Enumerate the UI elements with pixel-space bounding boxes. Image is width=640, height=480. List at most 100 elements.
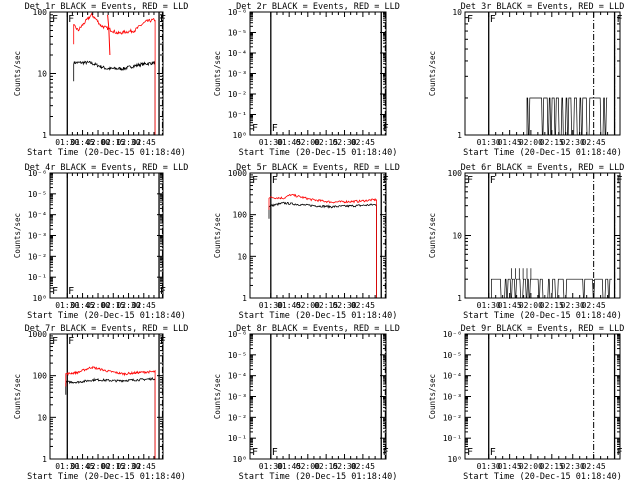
panel-title: Det 6r BLACK = Events, RED = LLD	[461, 163, 625, 173]
flag-marker: F	[383, 447, 389, 458]
x-tick-label: 02:15	[314, 301, 338, 310]
y-tick-label: 1	[457, 294, 462, 303]
x-tick-label: 01:45	[277, 138, 301, 147]
series-events-line	[268, 201, 377, 298]
x-tick-label: 01:45	[277, 462, 301, 471]
panel-det-3r: Det 3r BLACK = Events, RED = LLD 1 10 01:30…	[428, 2, 624, 158]
panel-det-9r: Det 9r BLACK = Events, RED = LLD 10⁰ 10⁻¹ 1…	[428, 324, 624, 480]
y-tick-label: 1	[457, 131, 462, 140]
series-lld-line	[73, 12, 156, 135]
y-tick-label: 10⁻³	[443, 393, 462, 402]
y-tick-label: 10⁻⁵	[228, 29, 247, 38]
y-tick-label: 10	[452, 8, 462, 17]
panel-title: Det 5r BLACK = Events, RED = LLD	[236, 163, 400, 173]
series-events-line	[65, 376, 156, 459]
panel-det-2r: Det 2r BLACK = Events, RED = LLD 10⁰ 10⁻¹ 1…	[213, 2, 400, 158]
y-axis-label: Counts/sec	[428, 51, 437, 96]
x-tick-label: 01:45	[498, 301, 522, 310]
y-tick-label: 10⁻¹	[443, 434, 462, 443]
flag-marker: F	[252, 175, 258, 186]
x-axis-label: Start Time (20-Dec-15 01:18:40)	[27, 472, 186, 480]
x-axis-label: Start Time (20-Dec-15 01:18:40)	[239, 148, 398, 158]
x-tick-label: 02:30	[561, 138, 585, 147]
y-tick-label: 10⁻³	[28, 232, 47, 241]
x-tick-label: 02:15	[101, 138, 125, 147]
x-tick-label: 02:00	[86, 301, 110, 310]
x-tick-label: 01:30	[477, 462, 501, 471]
y-tick-label: 10⁻⁵	[443, 351, 462, 360]
x-tick-label: 02:30	[116, 301, 140, 310]
y-axis-label: Counts/sec	[13, 51, 22, 96]
y-tick-label: 10⁰	[233, 131, 247, 140]
x-tick-label: 02:30	[332, 462, 356, 471]
x-tick-label: 02:15	[540, 138, 564, 147]
flag-marker: F	[160, 336, 166, 347]
x-tick-label: 02:45	[351, 301, 375, 310]
panel-plot-area	[488, 173, 616, 298]
panel-plot-area	[270, 334, 386, 459]
y-tick-label: 10⁻¹	[228, 111, 247, 120]
flag-marker: F	[383, 175, 389, 186]
flag-marker: F	[68, 286, 74, 297]
y-axis-label: Counts/sec	[213, 213, 222, 258]
series-events-spikes	[491, 268, 612, 298]
panel-plot-area	[270, 12, 386, 135]
x-tick-label: 02:45	[132, 301, 156, 310]
x-tick-label: 02:30	[561, 462, 585, 471]
x-tick-label: 01:45	[277, 301, 301, 310]
flag-marker: F	[252, 447, 258, 458]
panel-axes-box	[249, 172, 387, 299]
y-tick-label: 10	[37, 413, 47, 422]
panel-plot-area	[65, 334, 163, 459]
x-axis-label: Start Time (20-Dec-15 01:18:40)	[27, 311, 186, 321]
x-tick-label: 01:30	[477, 301, 501, 310]
x-tick-label: 02:30	[332, 138, 356, 147]
y-tick-label: 10	[452, 232, 462, 241]
x-tick-label: 02:00	[519, 138, 543, 147]
x-tick-label: 02:45	[582, 301, 606, 310]
y-tick-label: 10⁻⁵	[28, 190, 47, 199]
panel-det-8r: Det 8r BLACK = Events, RED = LLD 10⁰ 10⁻¹ 1…	[213, 324, 400, 480]
flag-marker: F	[252, 123, 258, 134]
flag-marker: F	[160, 14, 166, 25]
y-tick-label: 10⁻¹	[228, 434, 247, 443]
x-tick-label: 02:30	[116, 462, 140, 471]
panel-plot-area	[268, 173, 386, 298]
y-axis-label: Counts/sec	[213, 51, 222, 96]
flag-marker: F	[272, 447, 278, 458]
y-tick-label: 10⁰	[33, 294, 47, 303]
x-tick-label: 01:30	[259, 462, 283, 471]
x-axis-label: Start Time (20-Dec-15 01:18:40)	[463, 472, 622, 480]
y-tick-label: 100	[233, 211, 248, 220]
x-tick-label: 02:15	[540, 301, 564, 310]
x-tick-label: 01:30	[477, 138, 501, 147]
flag-marker: F	[467, 14, 473, 25]
flag-marker: F	[68, 336, 74, 347]
x-tick-label: 02:00	[296, 462, 320, 471]
x-tick-label: 02:45	[132, 462, 156, 471]
y-tick-label: 10⁻²	[443, 413, 462, 422]
y-tick-label: 10⁰	[448, 455, 462, 464]
series-events-spikes	[526, 97, 608, 135]
y-axis-label: Counts/sec	[13, 213, 22, 258]
y-tick-label: 10⁻⁴	[228, 372, 247, 381]
y-tick-label: 10⁻²	[28, 252, 47, 261]
series-lld-line	[65, 365, 156, 459]
y-tick-label: 10⁻¹	[28, 273, 47, 282]
x-tick-label: 02:30	[332, 301, 356, 310]
x-tick-label: 02:15	[540, 462, 564, 471]
flag-marker: F	[467, 175, 473, 186]
x-tick-label: 02:30	[561, 301, 585, 310]
panel-det-5r: Det 5r BLACK = Events, RED = LLD 1 10 100 10…	[213, 163, 400, 321]
x-tick-label: 02:15	[314, 138, 338, 147]
y-tick-label: 1000	[28, 330, 47, 339]
y-tick-label: 1	[42, 131, 47, 140]
y-tick-label: 10	[37, 70, 47, 79]
x-tick-label: 01:45	[70, 301, 94, 310]
y-tick-label: 1	[242, 294, 247, 303]
panel-plot-area	[488, 12, 616, 135]
flag-marker: F	[383, 123, 389, 134]
panel-title: Det 1r BLACK = Events, RED = LLD	[25, 2, 189, 12]
flag-marker: F	[52, 336, 58, 347]
